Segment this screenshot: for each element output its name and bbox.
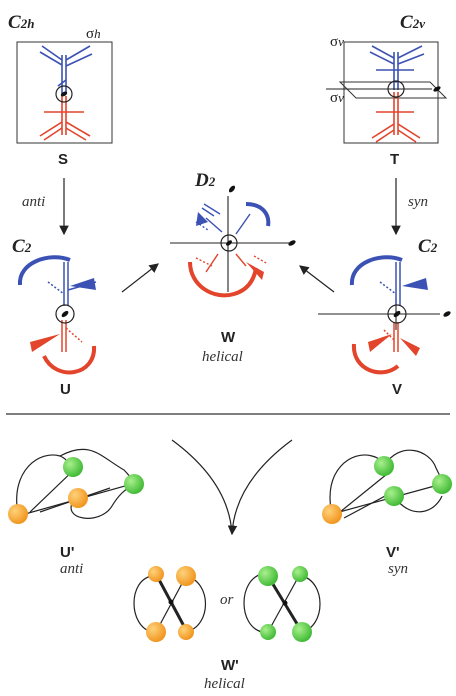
label-S-sigma: σh: [86, 26, 101, 42]
c2-axis-marker-S: [60, 91, 68, 97]
green-ball-U1: [63, 457, 83, 477]
label-or: or: [220, 592, 234, 608]
red-arc-U: [42, 345, 97, 375]
label-W-point-group: D2: [195, 170, 216, 191]
model-U-prime: [16, 448, 135, 519]
orange-ball-U1: [68, 488, 88, 508]
curve-right: [227, 439, 293, 536]
label-T-sigma-1: σv: [330, 34, 344, 50]
structure-S: [16, 41, 113, 144]
red-wedge-U: [30, 334, 60, 352]
label-T-sigma-2: σv: [330, 90, 344, 106]
structure-U: [17, 255, 97, 375]
model-W-prime-green: [243, 566, 321, 642]
c2-axis-marker-U: [61, 310, 69, 318]
blue-fragment-S: [39, 45, 93, 94]
label-V-prime-syn: syn: [388, 561, 408, 577]
label-U-prime-anti: anti: [60, 561, 84, 577]
green-ball-U2: [124, 474, 144, 494]
label-U: U: [60, 381, 71, 398]
green-ball-V2: [432, 474, 452, 494]
arrow-V-to-W: [299, 265, 335, 293]
label-U-point-group: C2: [12, 236, 32, 257]
structure-V: [318, 255, 451, 375]
red-strands-U: [61, 320, 83, 352]
label-W: W: [221, 329, 236, 346]
label-V-prime: V': [386, 544, 400, 561]
label-T: T: [390, 151, 400, 168]
label-V: V: [392, 381, 403, 398]
label-syn-arrow: syn: [408, 194, 428, 210]
orange-ball-V1: [322, 504, 342, 524]
label-W-prime: W': [221, 657, 239, 674]
label-W-prime-helical: helical: [204, 676, 245, 692]
label-W-helical: helical: [202, 349, 243, 365]
green-ball-V1: [374, 456, 394, 476]
blue-arc-U: [17, 255, 71, 286]
arrow-U-to-W: [121, 263, 159, 293]
orange-ball-U2: [8, 504, 28, 524]
label-S: S: [58, 151, 69, 168]
label-U-prime: U': [60, 544, 75, 561]
structure-W: [170, 185, 296, 298]
red-fragment-T: [371, 92, 421, 143]
mirror-box-T: [343, 41, 439, 144]
model-W-prime-orange: [133, 566, 207, 642]
label-T-point-group: C2v: [400, 12, 425, 33]
green-ball-V3: [384, 486, 404, 506]
c2-axis-marker-T: [433, 86, 441, 92]
red-fragment-S: [39, 96, 91, 141]
curve-left: [171, 439, 233, 535]
mirror-box-S: [16, 41, 113, 144]
blue-wedge-U: [70, 278, 96, 290]
label-S-point-group: C2h: [8, 12, 35, 33]
inversion-center-S: [55, 85, 73, 103]
label-anti-arrow: anti: [22, 194, 46, 210]
blue-fragment-T: [369, 45, 425, 90]
label-V-point-group: C2: [418, 236, 438, 257]
structure-T: [326, 41, 448, 144]
mirror-plane-T: [338, 81, 448, 99]
